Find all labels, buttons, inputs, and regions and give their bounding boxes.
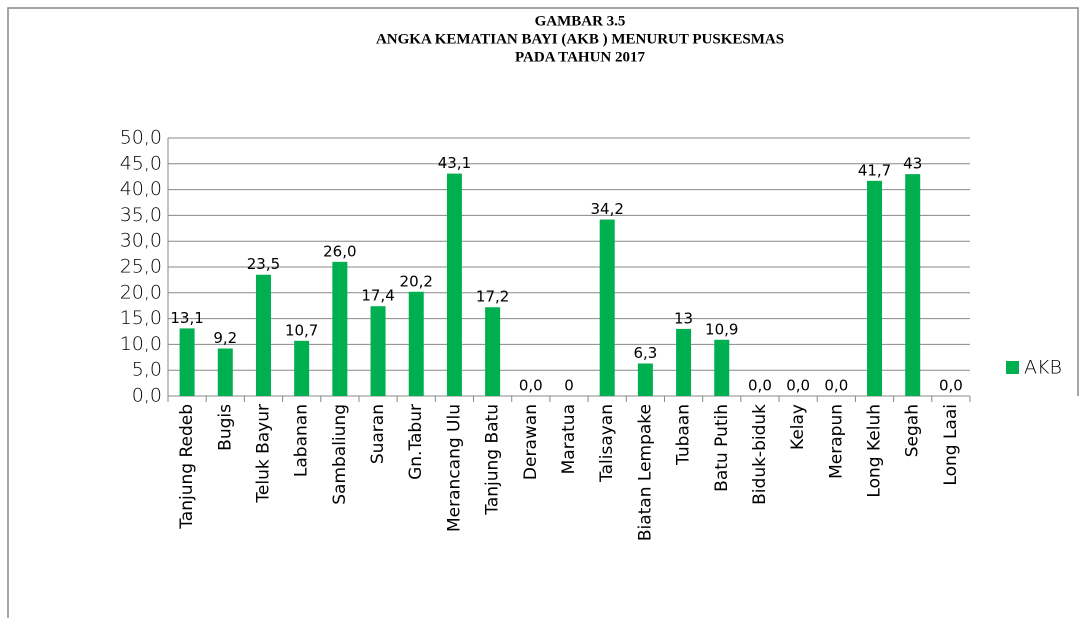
bar	[370, 306, 386, 396]
data-label: 0,0	[519, 377, 543, 395]
y-tick-label: 45,0	[120, 152, 162, 174]
bar	[676, 328, 692, 396]
x-tick-label: Talisayan	[597, 404, 617, 483]
x-tick-label: Derawan	[521, 404, 541, 480]
data-label: 0,0	[748, 377, 772, 395]
legend-swatch	[1006, 361, 1019, 374]
data-label: 41,7	[858, 161, 891, 179]
data-label: 13,1	[170, 309, 203, 327]
frame	[7, 7, 1079, 618]
bar	[599, 219, 615, 396]
x-tick-label: Tanjung Redeb	[177, 404, 197, 530]
x-tick-label: Biduk-biduk	[750, 404, 770, 505]
data-label: 0	[564, 377, 574, 395]
data-label: 23,5	[247, 255, 280, 273]
x-tick-label: Batu Putih	[712, 404, 732, 492]
bar	[485, 307, 501, 396]
x-tick-label: Biatan Lempake	[635, 404, 655, 541]
x-tick-label: Long Keluh	[865, 404, 885, 498]
bar	[332, 261, 348, 396]
data-label: 0,0	[824, 377, 848, 395]
data-label: 10,7	[285, 321, 318, 339]
x-tick-label: Segah	[903, 404, 923, 457]
x-tick-label: Labanan	[292, 404, 312, 477]
bar	[294, 340, 310, 396]
data-label: 34,2	[590, 200, 623, 218]
y-tick-label: 20,0	[120, 281, 162, 303]
x-tick-label: Suaran	[368, 404, 388, 464]
y-tick-label: 40,0	[120, 178, 162, 200]
y-tick-label: 25,0	[120, 256, 162, 278]
x-tick-label: Maratua	[559, 404, 579, 474]
data-label: 6,3	[633, 344, 657, 362]
data-label: 13	[674, 309, 693, 327]
bar	[867, 180, 883, 396]
bar	[714, 339, 730, 396]
y-tick-label: 30,0	[120, 230, 162, 252]
bar	[255, 274, 271, 396]
data-label: 0,0	[786, 377, 810, 395]
x-tick-label: Tubaan	[674, 404, 694, 466]
chart-title: ANGKA KEMATIAN BAYI (AKB ) MENURUT PUSKE…	[376, 31, 784, 47]
chart-title: PADA TAHUN 2017	[515, 49, 646, 65]
y-tick-label: 0,0	[132, 385, 162, 407]
data-label: 26,0	[323, 242, 356, 260]
x-tick-label: Bugis	[215, 404, 235, 451]
data-label: 10,9	[705, 320, 738, 338]
x-tick-label: Tanjung Batu	[483, 404, 503, 516]
y-tick-label: 15,0	[120, 307, 162, 329]
x-tick-label: Sambaliung	[330, 404, 350, 505]
x-tick-label: Teluk Bayur	[253, 404, 273, 504]
bar	[905, 174, 921, 396]
y-tick-label: 5,0	[132, 359, 162, 381]
x-tick-label: Kelay	[788, 404, 808, 450]
chart-title: GAMBAR 3.5	[535, 13, 626, 29]
bar	[637, 363, 653, 396]
bar	[408, 291, 424, 396]
data-label: 43	[903, 155, 922, 173]
data-label: 0,0	[939, 377, 963, 395]
data-label: 43,1	[438, 154, 471, 172]
y-tick-label: 35,0	[120, 204, 162, 226]
data-label: 17,2	[476, 288, 509, 306]
bar	[179, 328, 195, 396]
data-label: 9,2	[213, 329, 237, 347]
legend-label: AKB	[1024, 357, 1062, 379]
bar	[217, 348, 233, 396]
x-tick-label: Gn.Tabur	[406, 404, 426, 480]
data-label: 17,4	[361, 287, 394, 305]
x-tick-label: Merancang Ulu	[444, 404, 464, 532]
x-tick-label: Long Laai	[941, 404, 961, 486]
y-tick-label: 10,0	[120, 333, 162, 355]
data-label: 20,2	[400, 272, 433, 290]
x-tick-label: Merapun	[826, 404, 846, 479]
bar	[446, 173, 462, 396]
y-tick-label: 50,0	[120, 127, 162, 149]
